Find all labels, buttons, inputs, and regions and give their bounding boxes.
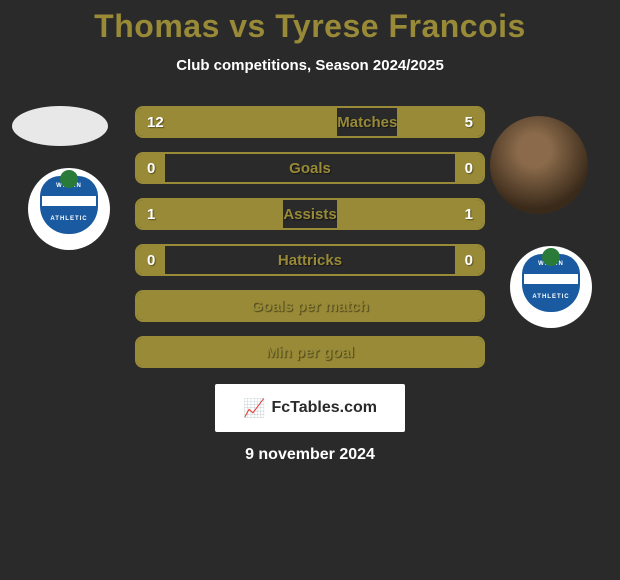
stat-right-value: 0 — [455, 154, 483, 182]
brand-badge[interactable]: 📈 FcTables.com — [215, 384, 405, 432]
stat-left-value: 12 — [137, 108, 337, 136]
stat-label: Goals — [165, 154, 456, 182]
subtitle: Club competitions, Season 2024/2025 — [176, 57, 444, 74]
stat-row: 12Matches5 — [135, 106, 485, 138]
club-badge-left: WIGAN ATHLETIC — [28, 168, 110, 250]
page-title: Thomas vs Tyrese Francois — [94, 8, 526, 45]
stat-row: 0Hattricks0 — [135, 244, 485, 276]
stat-row: 0Goals0 — [135, 152, 485, 184]
chart-icon: 📈 — [243, 398, 265, 419]
stat-label: Hattricks — [165, 246, 456, 274]
club-badge-right: WIGAN ATHLETIC — [510, 246, 592, 328]
stat-left-value: 0 — [137, 154, 165, 182]
stat-left-value — [137, 292, 483, 320]
wigan-shield-icon: WIGAN ATHLETIC — [522, 254, 580, 320]
player-right-avatar — [490, 116, 588, 214]
wigan-shield-icon: WIGAN ATHLETIC — [40, 176, 98, 242]
stat-left-value: 1 — [137, 200, 283, 228]
stat-left-value — [137, 338, 483, 366]
stat-right-value: 5 — [397, 108, 483, 136]
stat-label: Assists — [283, 200, 336, 228]
stat-row: 1Assists1 — [135, 198, 485, 230]
stat-label: Matches — [337, 108, 397, 136]
stat-left-value: 0 — [137, 246, 165, 274]
stat-right-value: 1 — [337, 200, 483, 228]
stats-bars: 12Matches50Goals01Assists10Hattricks0Goa… — [135, 106, 485, 368]
brand-text: FcTables.com — [271, 399, 377, 417]
stat-row: Min per goal — [135, 336, 485, 368]
player-left-avatar — [12, 106, 108, 146]
footer-date: 9 november 2024 — [245, 446, 375, 464]
stats-area: WIGAN ATHLETIC WIGAN ATHLETIC 12Matches5… — [0, 106, 620, 368]
stat-right-value: 0 — [455, 246, 483, 274]
stat-row: Goals per match — [135, 290, 485, 322]
